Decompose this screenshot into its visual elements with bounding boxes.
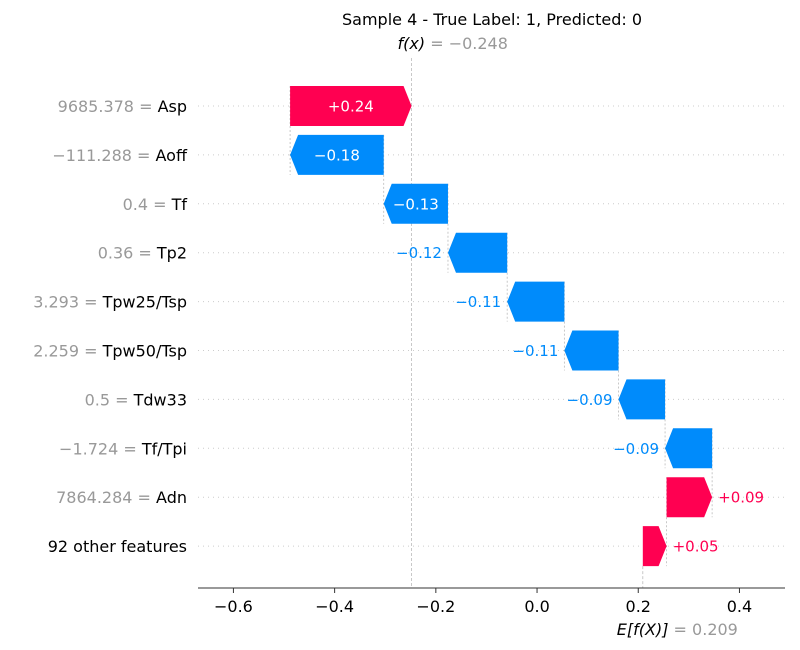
- feature-label: 0.4 = Tf: [123, 195, 188, 214]
- feature-name: Tdw33: [133, 390, 187, 409]
- feature-name: Tp2: [156, 244, 187, 263]
- reference-lines: [411, 58, 644, 588]
- feature-name: Adn: [156, 488, 187, 507]
- feature-value: −1.724 =: [59, 439, 142, 458]
- base-name: E[f(X)]: [617, 620, 669, 639]
- negative-bar: [564, 330, 619, 371]
- fx-text: f(x) = −0.248: [398, 34, 508, 53]
- bar-value-label: +0.24: [328, 98, 374, 116]
- feature-name: Asp: [158, 97, 187, 116]
- feature-value: 3.293 =: [33, 293, 102, 312]
- feature-label: −1.724 = Tf/Tpi: [59, 439, 187, 458]
- positive-bar: [290, 86, 412, 126]
- x-axis: −0.6 −0.4 −0.2 0.0 0.2 0.4: [198, 587, 785, 616]
- feature-value: 9685.378 =: [58, 97, 158, 116]
- feature-label: 2.259 = Tpw50/Tsp: [33, 342, 187, 361]
- feature-name: 92 other features: [48, 537, 187, 556]
- feature-name: Aoff: [156, 146, 188, 165]
- feature-label: 7864.284 = Adn: [56, 488, 187, 507]
- negative-bar: [447, 232, 508, 273]
- feature-label: 92 other features: [48, 537, 187, 556]
- x-tick-label: −0.2: [416, 597, 455, 616]
- feature-value: 0.4 =: [123, 195, 172, 214]
- bar-value-label: +0.09: [718, 489, 764, 507]
- positive-bar: [666, 477, 713, 518]
- feature-label: 0.36 = Tp2: [98, 244, 187, 263]
- bar-value-label: −0.11: [455, 293, 501, 311]
- feature-value: 2.259 =: [33, 342, 102, 361]
- bar-value-label: −0.11: [512, 342, 558, 360]
- feature-label: 0.5 = Tdw33: [85, 390, 187, 409]
- feature-value: 7864.284 =: [56, 488, 156, 507]
- base-value-label: E[f(X)] = 0.209: [617, 620, 738, 639]
- bar-value-label: −0.13: [393, 195, 439, 213]
- bar-value-label: −0.09: [613, 440, 659, 458]
- connector-lines: [289, 86, 713, 567]
- negative-bar: [618, 379, 666, 420]
- feature-label: −111.288 = Aoff: [52, 146, 188, 165]
- feature-label: 3.293 = Tpw25/Tsp: [33, 293, 187, 312]
- feature-name: Tf/Tpi: [141, 439, 187, 458]
- bar-value-label: −0.18: [314, 146, 360, 164]
- x-tick-label: 0.0: [524, 597, 549, 616]
- negative-bar: [507, 281, 565, 322]
- feature-name: Tpw50/Tsp: [102, 342, 187, 361]
- fx-value: = −0.248: [425, 34, 508, 53]
- fx-label: f(x) = −0.248: [398, 34, 508, 53]
- chart-title: Sample 4 - True Label: 1, Predicted: 0: [342, 10, 642, 29]
- base-text: E[f(X)] = 0.209: [617, 620, 738, 639]
- negative-bar: [383, 183, 448, 224]
- feature-name: Tf: [171, 195, 188, 214]
- bar-value-label: −0.12: [396, 244, 442, 262]
- positive-bar: [642, 526, 667, 567]
- fx-name: f(x): [398, 34, 426, 53]
- x-tick-label: 0.4: [727, 597, 752, 616]
- feature-value: −111.288 =: [52, 146, 155, 165]
- feature-value: 0.36 =: [98, 244, 157, 263]
- negative-bar: [290, 134, 384, 175]
- negative-bar: [665, 428, 713, 469]
- bar-value-label: +0.05: [673, 538, 719, 556]
- feature-labels: 9685.378 = Asp −111.288 = Aoff 0.4 = Tf 0.3…: [33, 97, 188, 556]
- bar-value-label: −0.09: [567, 391, 613, 409]
- x-tick-label: 0.2: [626, 597, 651, 616]
- x-tick-label: −0.6: [214, 597, 253, 616]
- x-tick-label: −0.4: [315, 597, 354, 616]
- feature-label: 9685.378 = Asp: [58, 97, 187, 116]
- base-value: = 0.209: [668, 620, 737, 639]
- bar-labels: +0.24 −0.18 −0.13 −0.12 −0.11 −0.11 −0.09 −0.09…: [314, 98, 764, 556]
- feature-value: 0.5 =: [85, 390, 134, 409]
- feature-name: Tpw25/Tsp: [102, 293, 187, 312]
- bars: [290, 86, 713, 567]
